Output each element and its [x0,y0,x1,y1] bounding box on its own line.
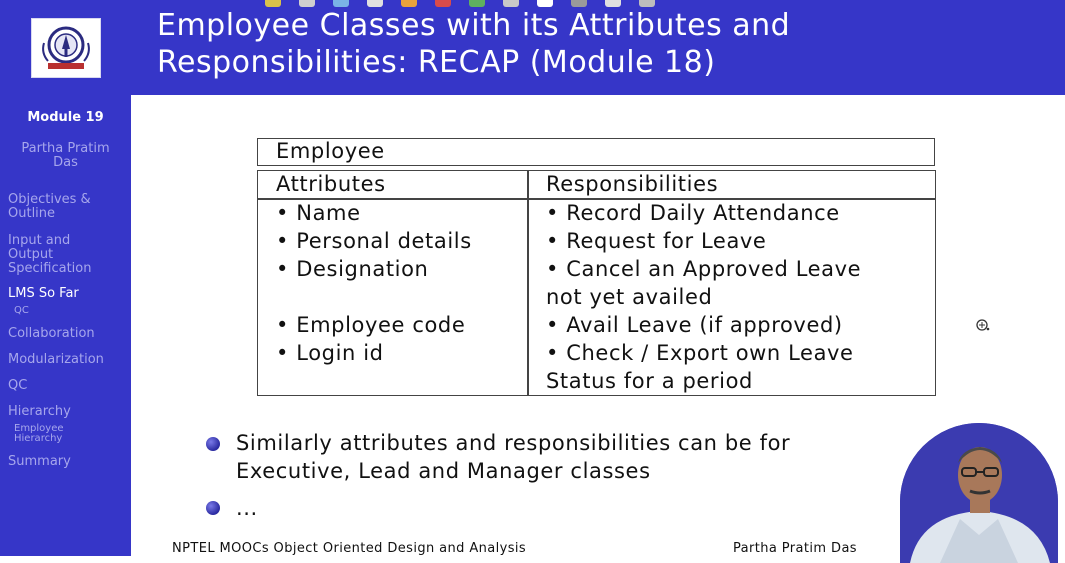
toolbar-icon[interactable] [401,0,417,7]
sidebar-item-hierarchy[interactable]: Hierarchy [8,404,71,419]
slide-title-line: Employee Classes with its Attributes and [157,8,791,43]
toolbar-icon[interactable] [503,0,519,7]
hand-cursor-icon [976,319,990,331]
sidebar-item-modularization[interactable]: Modularization [8,352,104,367]
attribute-item: • Designation [276,257,429,281]
responsibility-item: not yet availed [546,285,713,309]
toolbar-icon[interactable] [605,0,621,7]
class-name-box: Employee [257,138,935,166]
attributes-header: Attributes [276,172,386,196]
author-name-line: Partha Pratim [21,141,110,156]
responsibility-item: • Check / Export own Leave [546,341,854,365]
attribute-item: • Personal details [276,229,472,253]
slide-title: Employee Classes with its Attributes and… [157,7,1037,81]
sidebar-item-summary[interactable]: Summary [8,454,71,469]
bullet-icon [206,501,220,515]
responsibility-item: • Request for Leave [546,229,767,253]
sidebar-item-qc[interactable]: QC [8,378,28,393]
iit-logo [31,18,101,78]
responsibility-item: Status for a period [546,369,753,393]
sidebar-item-collaboration[interactable]: Collaboration [8,326,95,341]
bullet-text: Executive, Lead and Manager classes [236,459,651,483]
video-toolbar [265,0,785,8]
toolbar-icon[interactable] [367,0,383,7]
sidebar-item-objectives[interactable]: Outline [8,206,56,221]
row-divider [258,198,935,200]
responsibility-item: • Avail Leave (if approved) [546,313,843,337]
sidebar-item-objectives[interactable]: Objectives & [8,192,91,207]
sidebar-item-lms-so-far[interactable]: LMS So Far [8,286,79,301]
responsibilities-header: Responsibilities [546,172,719,196]
bullet-icon [206,437,220,451]
slide-header: Employee Classes with its Attributes and… [0,0,1065,95]
footer-course: NPTEL MOOCs Object Oriented Design and A… [172,541,527,556]
class-table: Attributes Responsibilities • Name • Per… [257,170,936,396]
responsibility-item: • Record Daily Attendance [546,201,840,225]
sidebar-subitem-employee-hierarchy[interactable]: Hierarchy [14,433,63,444]
attribute-item: • Name [276,201,361,225]
bullet-text: Similarly attributes and responsibilitie… [236,431,791,455]
toolbar-icon[interactable] [469,0,485,7]
sidebar-item-io-spec[interactable]: Input and [8,233,71,248]
toolbar-icon[interactable] [537,0,553,7]
attribute-item: • Login id [276,341,384,365]
module-label: Module 19 [27,110,104,125]
navigation-sidebar: Module 19 Partha Pratim Das Objectives &… [0,95,131,556]
author-name-line: Das [53,155,78,170]
presenter-video [900,423,1058,563]
column-divider [527,171,529,395]
slide-title-line: Responsibilities: RECAP (Module 18) [157,45,716,80]
toolbar-icon[interactable] [639,0,655,7]
toolbar-icon[interactable] [571,0,587,7]
toolbar-icon[interactable] [299,0,315,7]
sidebar-subitem-qc[interactable]: QC [14,305,29,316]
toolbar-icon[interactable] [333,0,349,7]
toolbar-icon[interactable] [265,0,281,7]
footer-author: Partha Pratim Das [733,541,857,556]
sidebar-item-io-spec[interactable]: Output [8,247,54,262]
attribute-item: • Employee code [276,313,466,337]
bullet-text: ... [236,496,258,520]
sidebar-item-io-spec[interactable]: Specification [8,261,92,276]
sidebar-subitem-employee-hierarchy[interactable]: Employee [14,423,64,434]
toolbar-icon[interactable] [435,0,451,7]
responsibility-item: • Cancel an Approved Leave [546,257,862,281]
class-name: Employee [276,139,385,163]
